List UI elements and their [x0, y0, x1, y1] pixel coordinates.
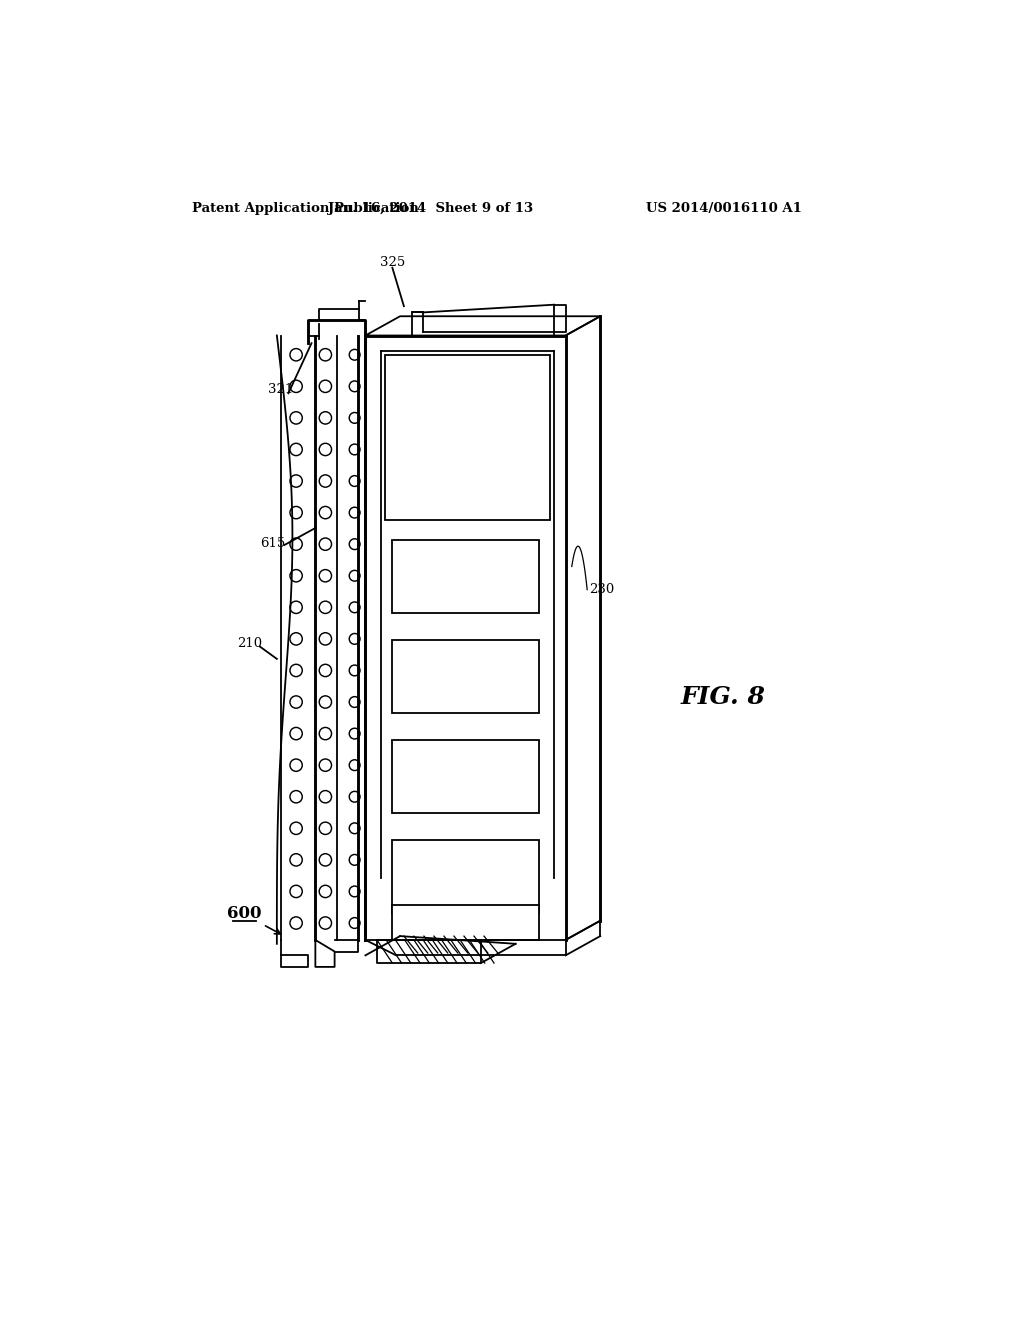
Bar — [392, 739, 539, 813]
Text: 600: 600 — [227, 904, 262, 921]
Text: 210: 210 — [238, 638, 262, 649]
Bar — [392, 906, 539, 940]
Bar — [392, 540, 539, 612]
Text: FIG. 8: FIG. 8 — [681, 685, 766, 709]
Bar — [392, 640, 539, 713]
Text: 615: 615 — [260, 537, 286, 550]
Bar — [385, 355, 550, 520]
Text: 230: 230 — [589, 583, 614, 597]
Text: 325: 325 — [380, 256, 404, 269]
Text: Jan. 16, 2014  Sheet 9 of 13: Jan. 16, 2014 Sheet 9 of 13 — [329, 202, 534, 215]
Bar — [392, 840, 539, 913]
Text: Patent Application Publication: Patent Application Publication — [193, 202, 419, 215]
Text: US 2014/0016110 A1: US 2014/0016110 A1 — [646, 202, 803, 215]
Text: 321: 321 — [268, 383, 293, 396]
